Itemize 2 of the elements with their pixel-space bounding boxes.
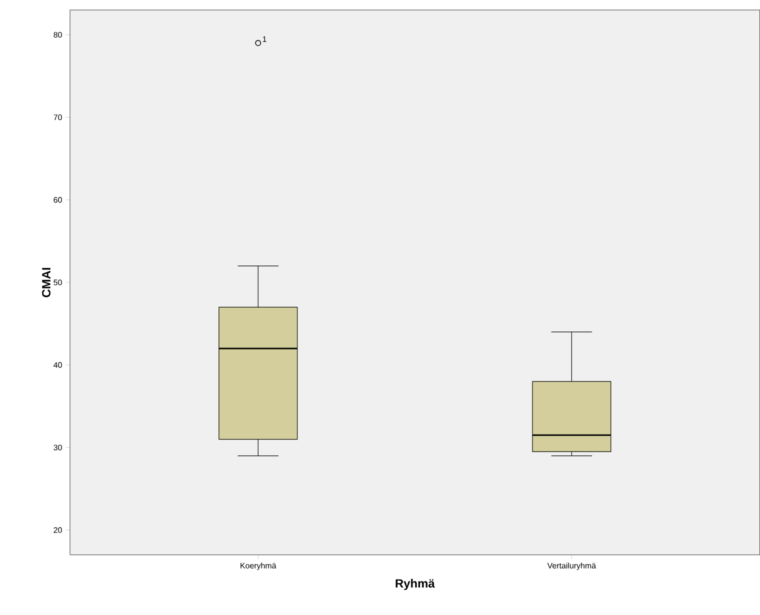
x-axis-title: Ryhmä <box>396 578 435 590</box>
y-axis-title: CMAI <box>42 268 50 298</box>
